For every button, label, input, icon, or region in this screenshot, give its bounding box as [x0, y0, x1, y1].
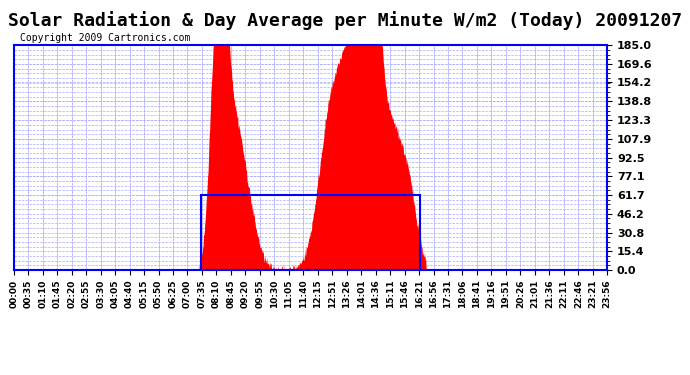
- Text: Solar Radiation & Day Average per Minute W/m2 (Today) 20091207: Solar Radiation & Day Average per Minute…: [8, 11, 682, 30]
- Text: Copyright 2009 Cartronics.com: Copyright 2009 Cartronics.com: [20, 33, 190, 43]
